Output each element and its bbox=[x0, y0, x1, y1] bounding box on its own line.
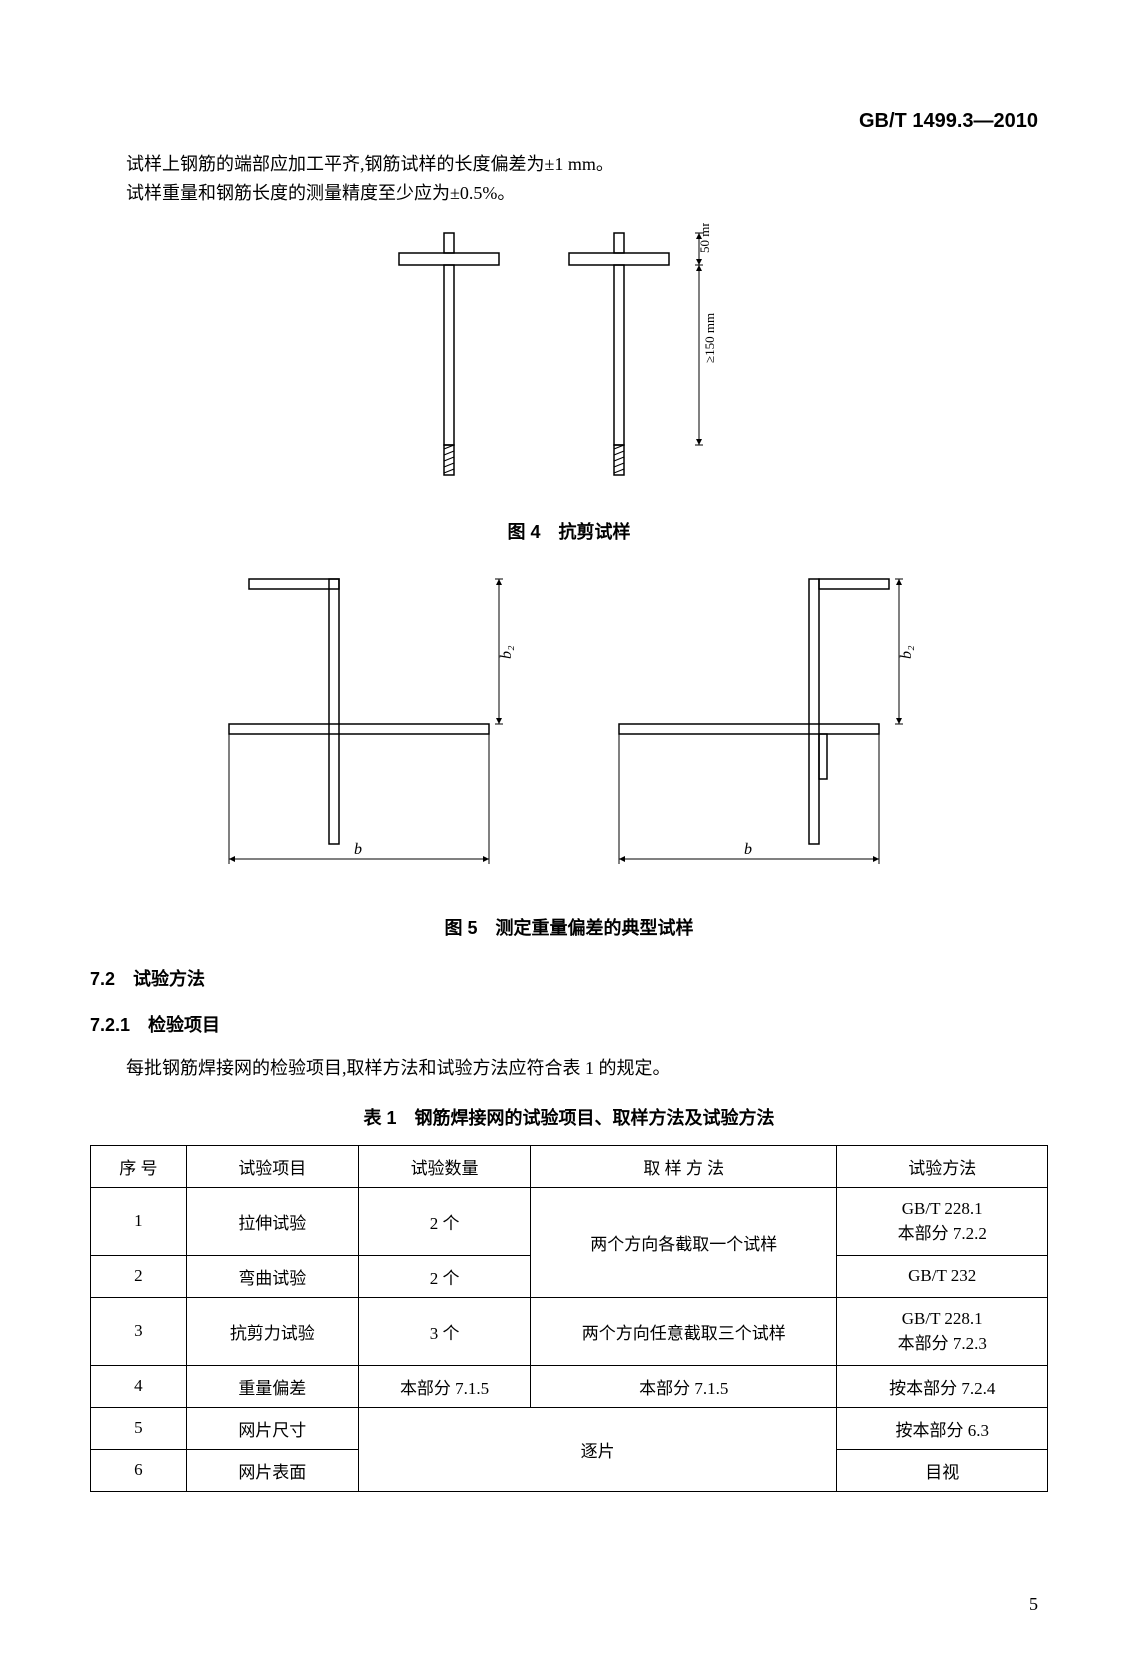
section-7-2-heading: 7.2 试验方法 bbox=[90, 965, 1048, 991]
section-7-2-1-heading: 7.2.1 检验项目 bbox=[90, 1011, 1048, 1037]
col-method: 试验方法 bbox=[837, 1145, 1048, 1187]
figure-5-svg: b₂ b b₂ bbox=[199, 559, 939, 899]
col-no: 序 号 bbox=[91, 1145, 187, 1187]
cell-method: 目视 bbox=[837, 1449, 1048, 1491]
fig5-right-b: b bbox=[744, 841, 752, 858]
cell-sampling: 两个方向任意截取三个试样 bbox=[531, 1297, 837, 1365]
cell-sampling: 两个方向各截取一个试样 bbox=[531, 1187, 837, 1297]
intro-text: 试样上钢筋的端部应加工平齐,钢筋试样的长度偏差为±1 mm。 试样重量和钢筋长度… bbox=[90, 150, 1048, 208]
figure-4-svg: 50 mm ≥150 mm bbox=[359, 223, 779, 503]
fig4-dimensions: 50 mm ≥150 mm bbox=[695, 223, 717, 445]
cell-qty: 本部分 7.1.5 bbox=[358, 1365, 530, 1407]
cell-method: 按本部分 6.3 bbox=[837, 1407, 1048, 1449]
intro-line1: 试样上钢筋的端部应加工平齐,钢筋试样的长度偏差为±1 mm。 bbox=[90, 150, 1048, 179]
cell-sampling: 逐片 bbox=[358, 1407, 836, 1491]
cell-no: 6 bbox=[91, 1449, 187, 1491]
table-header-row: 序 号 试验项目 试验数量 取 样 方 法 试验方法 bbox=[91, 1145, 1048, 1187]
cell-item: 拉伸试验 bbox=[186, 1187, 358, 1255]
section-7-2-1-text: 每批钢筋焊接网的检验项目,取样方法和试验方法应符合表 1 的规定。 bbox=[90, 1052, 1048, 1084]
standard-code: GB/T 1499.3—2010 bbox=[859, 110, 1038, 133]
col-qty: 试验数量 bbox=[358, 1145, 530, 1187]
figure-5-container: b₂ b b₂ bbox=[90, 559, 1048, 940]
cell-item: 抗剪力试验 bbox=[186, 1297, 358, 1365]
cell-no: 2 bbox=[91, 1255, 187, 1297]
fig5-right: b₂ b bbox=[619, 579, 915, 864]
cell-no: 4 bbox=[91, 1365, 187, 1407]
cell-method: GB/T 232 bbox=[837, 1255, 1048, 1297]
cell-qty: 2 个 bbox=[358, 1187, 530, 1255]
figure-4-caption: 图 4 抗剪试样 bbox=[90, 518, 1048, 544]
fig5-right-b2: b₂ bbox=[898, 645, 915, 659]
cell-no: 3 bbox=[91, 1297, 187, 1365]
col-item: 试验项目 bbox=[186, 1145, 358, 1187]
table-1-caption: 表 1 钢筋焊接网的试验项目、取样方法及试验方法 bbox=[90, 1104, 1048, 1130]
fig5-left-b2: b₂ bbox=[498, 645, 515, 659]
fig4-dim-50: 50 mm bbox=[697, 223, 712, 253]
cell-sampling: 本部分 7.1.5 bbox=[531, 1365, 837, 1407]
cell-item: 重量偏差 bbox=[186, 1365, 358, 1407]
cell-no: 1 bbox=[91, 1187, 187, 1255]
cell-no: 5 bbox=[91, 1407, 187, 1449]
cell-item: 网片表面 bbox=[186, 1449, 358, 1491]
col-sampling: 取 样 方 法 bbox=[531, 1145, 837, 1187]
fig4-dim-150: ≥150 mm bbox=[702, 312, 717, 362]
table-row: 5 网片尺寸 逐片 按本部分 6.3 bbox=[91, 1407, 1048, 1449]
fig5-left-b: b bbox=[354, 841, 362, 858]
page-number: 5 bbox=[1029, 1594, 1038, 1615]
cell-method: GB/T 228.1本部分 7.2.2 bbox=[837, 1187, 1048, 1255]
cell-item: 弯曲试验 bbox=[186, 1255, 358, 1297]
cell-item: 网片尺寸 bbox=[186, 1407, 358, 1449]
fig5-left: b₂ b bbox=[229, 579, 515, 864]
cell-method: GB/T 228.1本部分 7.2.3 bbox=[837, 1297, 1048, 1365]
cell-qty: 2 个 bbox=[358, 1255, 530, 1297]
table-1: 序 号 试验项目 试验数量 取 样 方 法 试验方法 1 拉伸试验 2 个 两个… bbox=[90, 1145, 1048, 1492]
table-row: 1 拉伸试验 2 个 两个方向各截取一个试样 GB/T 228.1本部分 7.2… bbox=[91, 1187, 1048, 1255]
table-row: 4 重量偏差 本部分 7.1.5 本部分 7.1.5 按本部分 7.2.4 bbox=[91, 1365, 1048, 1407]
cell-method: 按本部分 7.2.4 bbox=[837, 1365, 1048, 1407]
table-row: 3 抗剪力试验 3 个 两个方向任意截取三个试样 GB/T 228.1本部分 7… bbox=[91, 1297, 1048, 1365]
figure-5-caption: 图 5 测定重量偏差的典型试样 bbox=[90, 914, 1048, 940]
cell-qty: 3 个 bbox=[358, 1297, 530, 1365]
intro-line2: 试样重量和钢筋长度的测量精度至少应为±0.5%。 bbox=[90, 179, 1048, 208]
fig4-right-specimen bbox=[569, 233, 669, 475]
fig4-left-specimen bbox=[399, 233, 499, 475]
figure-4-container: 50 mm ≥150 mm 图 4 抗剪试样 bbox=[90, 223, 1048, 544]
